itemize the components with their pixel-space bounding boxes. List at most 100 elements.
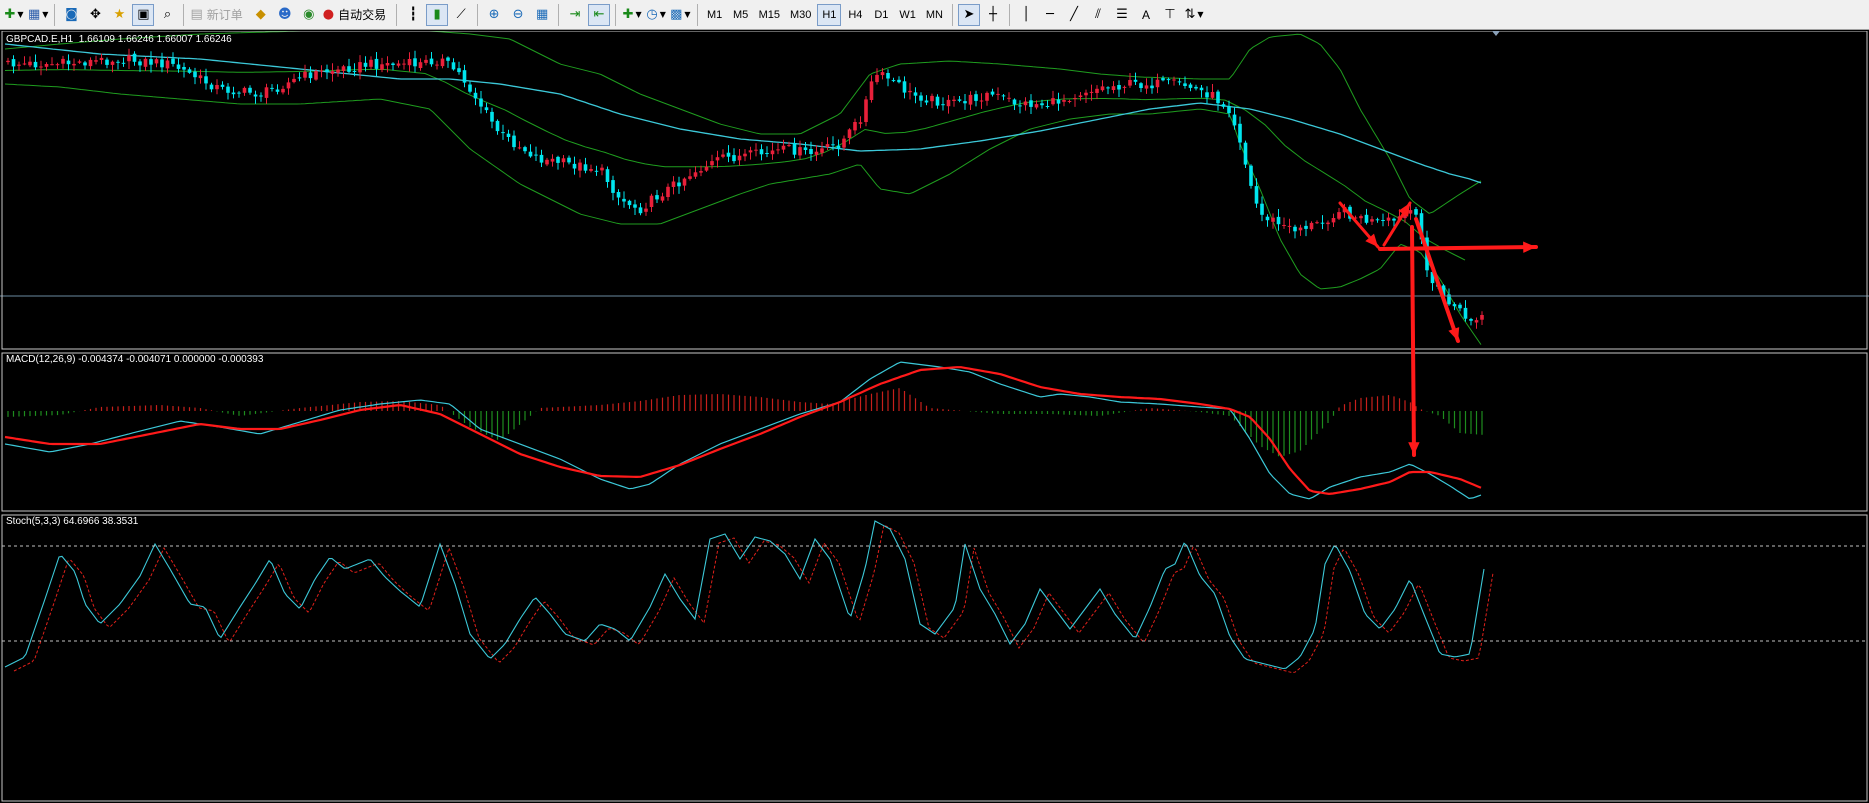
- auto-scroll-button[interactable]: ⇥: [564, 4, 586, 26]
- crosshair-tool-button[interactable]: ┼: [982, 4, 1004, 26]
- candlestick: [1243, 142, 1248, 165]
- candlestick: [1474, 320, 1479, 323]
- equidistant-channel-button[interactable]: ⫽: [1087, 4, 1109, 26]
- stoch-signal-line: [13, 524, 1494, 674]
- candlestick: [429, 58, 434, 65]
- templates-icon: ▩: [670, 7, 683, 22]
- annotation-arrow-down-left-head: [1365, 233, 1378, 247]
- timeframe-label: H1: [822, 8, 837, 21]
- candlestick: [1441, 285, 1446, 297]
- timeframe-label: M5: [732, 8, 749, 21]
- timeframe-mn[interactable]: MN: [922, 4, 947, 26]
- candlestick: [1161, 78, 1165, 81]
- metaeditor-button[interactable]: ◆: [250, 4, 272, 26]
- candlestick: [842, 138, 846, 148]
- timeframe-m30[interactable]: M30: [786, 4, 815, 26]
- timeframe-d1[interactable]: D1: [869, 4, 893, 26]
- trendline-button[interactable]: ╱: [1063, 4, 1085, 26]
- templates-button[interactable]: ▩ ▼: [669, 4, 691, 26]
- timeframe-w1[interactable]: W1: [895, 4, 920, 26]
- candlestick: [105, 59, 109, 65]
- candlestick: [1364, 214, 1369, 223]
- toolbar-separator: [54, 3, 56, 26]
- cursor-tool-button[interactable]: ➤: [958, 3, 980, 26]
- candlestick: [715, 157, 720, 161]
- terminal-button[interactable]: ▣: [132, 3, 155, 26]
- candlestick: [1381, 220, 1385, 221]
- candlestick: [1095, 88, 1099, 93]
- candlestick: [171, 58, 175, 64]
- candlestick: [33, 61, 38, 68]
- line-chart-button[interactable]: ⟋: [450, 4, 472, 26]
- new-order-button[interactable]: ▤ 新订单: [189, 4, 247, 26]
- candlestick: [880, 72, 885, 76]
- candlestick: [363, 62, 368, 67]
- candlestick: [897, 79, 901, 83]
- candlestick: [864, 99, 868, 122]
- new-order-label: 新订单: [206, 8, 243, 22]
- candlestick: [1117, 85, 1121, 90]
- timeframe-m15[interactable]: M15: [755, 4, 784, 26]
- candlestick: [732, 155, 736, 162]
- auto-trading-button[interactable]: ● 自动交易: [322, 4, 391, 26]
- candlestick: [605, 169, 610, 182]
- indicators-button[interactable]: ✚ ▼: [621, 4, 643, 26]
- candlestick: [600, 167, 604, 171]
- candlestick: [1309, 222, 1314, 230]
- candlestick: [1139, 83, 1143, 88]
- candlestick: [561, 158, 566, 163]
- signals-button[interactable]: ◉: [298, 4, 320, 26]
- zoom-out-button[interactable]: ⊖: [507, 4, 529, 26]
- candlestick: [1276, 216, 1281, 225]
- candlestick: [1144, 85, 1149, 89]
- candlestick: [303, 71, 307, 78]
- timeframe-h4[interactable]: H4: [843, 4, 867, 26]
- timeframe-m5[interactable]: M5: [729, 4, 753, 26]
- candlestick: [1166, 79, 1171, 81]
- profiles-button[interactable]: ▦ ▼: [27, 4, 49, 26]
- candlestick-button[interactable]: ▮: [426, 3, 449, 26]
- terminal-icon: ▣: [137, 7, 150, 22]
- strategy-tester-button[interactable]: ⌕: [156, 4, 178, 26]
- text-tool-button[interactable]: A: [1135, 4, 1157, 26]
- timeframe-m1[interactable]: M1: [703, 4, 727, 26]
- candlestick: [1221, 104, 1226, 107]
- candlestick: [1304, 225, 1308, 229]
- new-chart-button[interactable]: ✚ ▼: [3, 4, 25, 26]
- market-watch-button[interactable]: ◙: [60, 4, 82, 26]
- candlestick: [143, 58, 148, 67]
- candlestick: [1452, 304, 1457, 307]
- new-chart-icon: ✚: [4, 7, 16, 22]
- bar-chart-button[interactable]: ┇: [402, 4, 424, 26]
- community-button[interactable]: ☻: [274, 4, 296, 26]
- timeframe-label: M1: [706, 8, 723, 21]
- tile-windows-button[interactable]: ▦: [531, 4, 553, 26]
- arrows-button[interactable]: ⇅ ▼: [1183, 4, 1205, 26]
- candlestick: [1353, 217, 1358, 219]
- chart-shift-button[interactable]: ⇤: [588, 3, 611, 26]
- candlestick: [644, 208, 648, 212]
- candlestick: [231, 92, 236, 95]
- candlestick: [1056, 99, 1061, 104]
- fibonacci-button[interactable]: ☰: [1111, 4, 1133, 26]
- annotation-arrow-up-head: [1398, 203, 1410, 217]
- candlestick: [132, 53, 137, 62]
- candlestick: [1282, 225, 1286, 226]
- navigator-button[interactable]: ★: [108, 4, 130, 26]
- clock-icon: ◷: [646, 7, 658, 22]
- candlestick: [1034, 104, 1039, 108]
- candlestick: [457, 68, 461, 73]
- candlestick: [369, 59, 373, 67]
- candlestick: [319, 70, 324, 72]
- candlestick: [1018, 105, 1022, 107]
- text-label-button[interactable]: ⊤: [1159, 4, 1181, 26]
- vertical-line-button[interactable]: │: [1015, 4, 1037, 26]
- timeframe-h1[interactable]: H1: [817, 3, 842, 26]
- data-window-button[interactable]: ✥: [84, 4, 106, 26]
- periods-button[interactable]: ◷ ▼: [645, 4, 667, 26]
- candlestick: [886, 73, 890, 79]
- candlestick: [1254, 186, 1259, 204]
- horizontal-line-button[interactable]: ─: [1039, 4, 1061, 26]
- chart-area[interactable]: [0, 31, 1869, 803]
- zoom-in-button[interactable]: ⊕: [483, 4, 505, 26]
